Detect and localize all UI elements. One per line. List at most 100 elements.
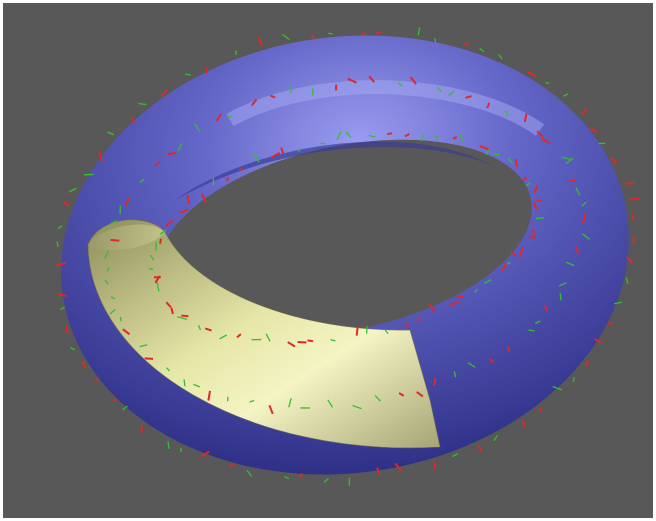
vector-arrow — [629, 197, 640, 201]
vector-arrow — [298, 473, 303, 479]
vector-arrow — [536, 199, 543, 203]
vector-arrow — [493, 435, 498, 442]
vector-field — [55, 27, 640, 486]
vector-arrow — [486, 102, 491, 109]
vector-arrow — [219, 334, 228, 340]
vector-arrow — [284, 475, 290, 480]
vector-arrow — [167, 441, 170, 450]
vector-arrow — [569, 179, 576, 183]
vector-arrow — [525, 182, 531, 187]
vector-arrow — [229, 462, 235, 467]
vector-arrow — [479, 145, 490, 151]
vector-arrow — [138, 102, 147, 106]
vector-arrow — [394, 462, 403, 472]
vector-arrow — [479, 47, 485, 53]
vector-arrow — [177, 316, 188, 320]
vector-arrow — [483, 279, 492, 284]
vector-arrow — [631, 214, 635, 221]
vector-arrow — [453, 371, 457, 378]
vector-arrow — [417, 317, 421, 323]
vector-arrow — [310, 34, 316, 40]
vector-arrow — [177, 143, 183, 152]
vector-arrow — [205, 67, 208, 74]
vector-arrow — [384, 328, 389, 335]
vector-arrow — [164, 219, 174, 227]
vector-arrow — [130, 116, 136, 124]
vector-arrow — [435, 135, 438, 141]
vector-arrow — [307, 339, 314, 343]
vector-arrow — [521, 420, 526, 427]
vector-arrow — [368, 134, 376, 138]
vector-arrow — [398, 392, 405, 397]
vector-arrow — [535, 217, 544, 220]
vector-arrow — [336, 131, 342, 140]
vector-arrow — [449, 300, 460, 306]
vector-arrow — [119, 316, 122, 322]
vector-arrow — [110, 238, 120, 242]
vector-arrow — [582, 213, 587, 224]
vector-arrow — [81, 361, 87, 369]
vector-arrow — [234, 50, 237, 56]
vector-arrow — [327, 399, 334, 408]
vector-arrow — [536, 130, 544, 138]
vector-arrow — [626, 256, 633, 264]
vector-arrow — [584, 360, 590, 367]
vector-arrow — [534, 320, 541, 325]
vector-arrow — [533, 184, 539, 194]
vector-arrow — [485, 149, 490, 156]
vector-arrow — [474, 288, 479, 293]
vector-arrow — [225, 177, 230, 182]
vector-arrow — [69, 347, 76, 351]
vector-arrow — [238, 167, 244, 171]
vector-arrow — [436, 86, 442, 93]
vector-arrow — [200, 450, 210, 458]
vector-arrow — [464, 42, 470, 47]
vector-arrow — [451, 453, 459, 458]
vector-arrow — [581, 108, 588, 115]
vector-arrow — [124, 197, 130, 207]
vector-arrow — [226, 115, 233, 118]
vector-arrow — [355, 326, 359, 336]
vector-arrow — [201, 193, 207, 203]
vector-arrow — [386, 132, 393, 136]
vector-arrow — [368, 75, 375, 83]
vector-arrow — [518, 247, 524, 258]
vector-arrow — [543, 304, 549, 312]
vector-arrow — [112, 398, 118, 403]
vector-arrow — [541, 137, 551, 144]
vector-arrow — [613, 301, 623, 305]
vector-arrow — [149, 254, 155, 261]
vector-arrow — [558, 282, 567, 287]
vector-arrow — [347, 77, 357, 84]
vector-arrow — [416, 391, 424, 398]
vector-arrow — [458, 132, 464, 142]
vector-arrow — [522, 176, 528, 182]
vector-arrow — [268, 404, 274, 415]
vector-arrow — [167, 151, 177, 156]
vector-arrow — [533, 202, 538, 211]
vector-arrow — [170, 307, 174, 315]
vector-arrow — [581, 201, 587, 207]
vector-arrow — [561, 156, 572, 161]
vector-arrow — [271, 151, 281, 159]
vector-arrow — [55, 261, 67, 267]
vector-arrow — [140, 424, 143, 433]
vector-arrow — [251, 98, 258, 107]
cut-tube-section — [87, 219, 441, 449]
vector-arrow — [57, 292, 67, 298]
vector-arrow — [589, 127, 598, 133]
vector-arrow — [297, 340, 307, 344]
vector-arrow — [575, 186, 581, 196]
vector-arrow — [625, 277, 629, 284]
vector-arrow — [572, 376, 576, 383]
vector-arrow — [523, 113, 528, 123]
vector-arrow — [249, 399, 255, 403]
vector-arrow — [323, 477, 330, 483]
vector-arrow — [194, 123, 201, 132]
vector-arrow — [265, 333, 271, 342]
vector-arrow — [505, 110, 509, 117]
vector-arrow — [374, 395, 381, 402]
vector-arrow — [452, 136, 458, 140]
vector-arrow — [448, 90, 455, 97]
vector-arrow — [64, 325, 69, 334]
